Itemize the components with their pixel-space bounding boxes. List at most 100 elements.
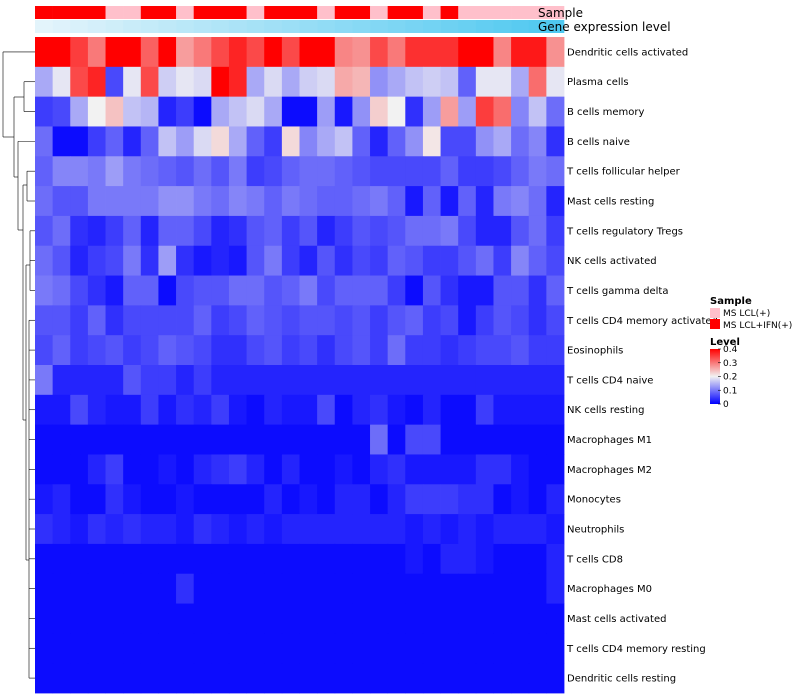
heatmap-cell <box>158 573 177 604</box>
heatmap-cell <box>546 335 565 366</box>
annotation-labels: Sample Gene expression level <box>538 6 671 34</box>
gene-expression-annotation-cell <box>317 20 336 33</box>
heatmap-cell <box>140 633 159 664</box>
heatmap-cell <box>475 514 494 545</box>
heatmap-cell <box>317 603 336 634</box>
heatmap-cell <box>422 663 441 694</box>
row-label: B cells naive <box>567 137 630 148</box>
heatmap-cell <box>370 394 389 426</box>
heatmap-cell <box>87 484 106 515</box>
sample-annotation-cell <box>458 6 477 19</box>
heatmap-cell <box>193 514 212 545</box>
heatmap-cell <box>422 484 441 515</box>
heatmap-cell <box>52 663 71 694</box>
heatmap-cell <box>228 215 247 247</box>
heatmap-cell <box>317 365 336 396</box>
heatmap-cell <box>193 37 212 68</box>
heatmap-cell <box>317 66 336 98</box>
heatmap-cell <box>140 335 159 366</box>
heatmap-cell <box>440 663 459 694</box>
heatmap-cell <box>352 424 371 455</box>
heatmap-cell <box>70 215 89 247</box>
heatmap-cell <box>511 454 530 485</box>
heatmap-cell <box>246 484 265 515</box>
heatmap-cell <box>246 663 265 694</box>
gene-expression-annotation-cell <box>440 20 459 33</box>
heatmap-cell <box>140 514 159 545</box>
heatmap-cell <box>370 514 389 545</box>
heatmap-cell <box>123 633 142 664</box>
gene-expression-annotation-cell <box>493 20 512 33</box>
heatmap-cell <box>422 514 441 545</box>
heatmap-cell <box>475 37 494 68</box>
heatmap-cell <box>123 275 142 306</box>
sample-annotation-cell <box>370 6 388 19</box>
heatmap-cell <box>511 573 530 604</box>
heatmap-cell <box>105 573 124 604</box>
heatmap-cell <box>422 633 441 664</box>
heatmap-cell <box>352 484 371 515</box>
heatmap-cell <box>387 633 406 664</box>
heatmap-cell <box>70 126 89 157</box>
heatmap-cell <box>105 633 124 664</box>
legend-level-colorbar <box>710 349 720 404</box>
heatmap-cell <box>387 424 406 455</box>
heatmap-cell <box>105 424 124 455</box>
heatmap-cell <box>52 305 71 336</box>
heatmap-cell <box>528 37 547 68</box>
row-label: Mast cells activated <box>567 614 666 625</box>
gene-expression-annotation-cell <box>511 20 530 33</box>
heatmap-cell <box>140 215 159 247</box>
heatmap-cell <box>87 215 106 247</box>
heatmap-cell <box>405 603 424 634</box>
heatmap-cell <box>387 454 406 485</box>
heatmap-cell <box>70 186 89 217</box>
heatmap-cell <box>176 394 195 426</box>
heatmap-cell <box>35 275 54 306</box>
heatmap-cell <box>211 37 230 68</box>
heatmap-cell <box>546 275 565 306</box>
heatmap-cell <box>158 275 177 306</box>
heatmap-cell <box>405 365 424 396</box>
heatmap-cell <box>317 126 336 157</box>
heatmap-cell <box>511 156 530 187</box>
heatmap-cell <box>370 37 389 68</box>
heatmap-cell <box>70 365 89 396</box>
heatmap-cell <box>70 335 89 366</box>
heatmap-cell <box>158 186 177 217</box>
heatmap-cell <box>281 454 300 485</box>
sample-annotation-cell <box>352 6 371 19</box>
heatmap-cell <box>458 424 477 455</box>
heatmap-cell <box>228 245 247 276</box>
heatmap-cell <box>52 245 71 276</box>
gene-expression-annotation-cell <box>458 20 477 33</box>
heatmap-cell <box>228 37 247 68</box>
heatmap-cell <box>264 663 283 694</box>
heatmap-cell <box>140 365 159 396</box>
heatmap-cell <box>246 365 265 396</box>
row-label: T cells CD8 <box>566 554 623 565</box>
heatmap-cell <box>87 335 106 366</box>
heatmap-cell <box>299 663 318 694</box>
heatmap-cell <box>193 215 212 247</box>
gene-expression-annotation-cell <box>264 20 283 33</box>
heatmap-cell <box>35 37 54 68</box>
heatmap-cell <box>387 96 406 127</box>
annotation-label-gene-expression: Gene expression level <box>538 20 671 34</box>
heatmap-cell <box>493 365 512 396</box>
heatmap-cell <box>317 663 336 694</box>
heatmap-cell <box>281 126 300 157</box>
heatmap-cell <box>387 245 406 276</box>
heatmap-cell <box>87 424 106 455</box>
heatmap-cell <box>264 573 283 604</box>
heatmap-cell <box>299 186 318 217</box>
heatmap-cell <box>334 37 353 68</box>
heatmap-cell <box>281 603 300 634</box>
heatmap-cell <box>123 66 142 98</box>
heatmap-cell <box>52 365 71 396</box>
heatmap-cell <box>317 156 336 187</box>
heatmap-cell <box>458 96 477 127</box>
heatmap-cell <box>317 96 336 127</box>
heatmap-cell <box>440 543 459 575</box>
heatmap-cell <box>246 37 265 68</box>
